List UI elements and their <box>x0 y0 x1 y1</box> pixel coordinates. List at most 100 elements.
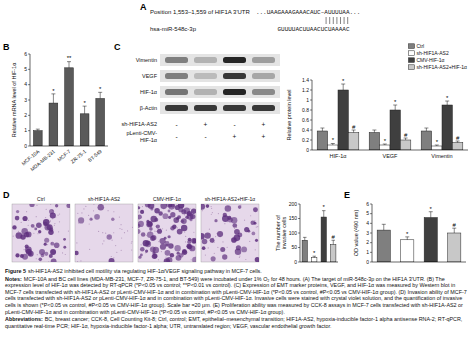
legend-label: sh-HIF1A-AS2 <box>416 50 448 56</box>
micrograph <box>138 204 196 262</box>
pore <box>202 210 203 211</box>
pore <box>215 236 216 237</box>
pore <box>218 213 219 214</box>
panel-letter: E <box>344 190 350 200</box>
pairing-line <box>326 17 327 24</box>
pore <box>250 215 251 216</box>
cell <box>211 256 216 261</box>
cell <box>44 243 47 246</box>
error-bar <box>429 212 433 218</box>
cell <box>210 238 215 243</box>
pore <box>209 229 210 230</box>
cell <box>255 239 258 242</box>
y-axis <box>300 204 301 262</box>
significance-mark: * <box>436 139 439 145</box>
pore <box>141 244 142 245</box>
y-tick-label: 50 <box>291 244 297 250</box>
chart-d: 050100150200**#The number ofinvasive cel… <box>275 201 338 265</box>
micrograph-content <box>138 204 196 262</box>
label-line: HIF-1α <box>140 137 158 143</box>
y-tick-label: 0.2 <box>302 137 309 143</box>
marks <box>377 212 461 262</box>
pore <box>83 208 84 209</box>
cell <box>255 257 259 262</box>
cell <box>252 232 256 236</box>
cell <box>12 225 16 229</box>
cell <box>145 241 151 247</box>
legend-swatch <box>408 65 414 70</box>
micrograph <box>201 204 259 262</box>
cell <box>204 232 210 238</box>
blot-band <box>223 105 246 111</box>
cell <box>156 224 160 228</box>
condition-sign: - <box>175 121 177 128</box>
panel-letter: A <box>140 2 147 12</box>
pore <box>85 206 86 207</box>
pore <box>162 228 163 229</box>
y-tick-label: 0.6 <box>302 117 309 123</box>
pore <box>80 260 81 261</box>
cell <box>223 213 227 217</box>
y-tick-label: 100 <box>289 230 298 236</box>
bar <box>312 258 317 262</box>
pore <box>244 220 245 221</box>
pore <box>254 220 255 221</box>
bar <box>321 217 326 262</box>
cell <box>22 216 27 221</box>
pore <box>127 230 128 231</box>
pore <box>37 254 38 255</box>
cell <box>54 242 60 248</box>
cell <box>168 204 175 210</box>
pore <box>227 247 228 248</box>
bar <box>421 131 431 150</box>
pairing-line <box>329 17 330 24</box>
cell <box>238 205 242 209</box>
pore <box>113 211 114 212</box>
pore <box>115 245 116 246</box>
pore <box>47 244 48 245</box>
blot-band <box>223 73 246 79</box>
cell <box>141 232 146 237</box>
pore <box>211 208 212 209</box>
pore <box>166 230 167 231</box>
legend: Ctrlsh-HIF1A-AS2CMV-HIF-1αsh-HIF1A-AS2+H… <box>408 43 467 70</box>
pore <box>105 233 106 234</box>
image-title: sh-HIF1A-AS2+HIF-1α <box>205 196 256 202</box>
pore <box>102 232 103 233</box>
legend-swatch <box>408 51 414 56</box>
x-tick-label: BT-549 <box>87 148 103 163</box>
cell <box>44 238 49 243</box>
cell <box>89 218 92 221</box>
pore <box>121 237 122 238</box>
pore <box>119 216 120 217</box>
caption: Figure 5sh-HIF1A-AS2 inhibited cell moti… <box>5 268 469 330</box>
cell <box>237 232 242 237</box>
pairing-line <box>344 17 345 24</box>
pore <box>111 240 112 241</box>
significance-mark: * <box>394 99 397 105</box>
pore <box>158 241 159 242</box>
cell <box>181 225 187 231</box>
cell <box>202 246 206 250</box>
legend-swatch <box>408 58 414 63</box>
figure: APosition 1,553–1,559 of HIF1A 3'UTR...U… <box>0 0 474 268</box>
pore <box>191 259 192 260</box>
pore <box>131 249 132 250</box>
cell <box>165 250 171 256</box>
cell <box>206 204 210 208</box>
cell <box>152 254 157 259</box>
caption-paragraph: Abbreviations:BC, breast cancer; CCK-8, … <box>5 316 469 329</box>
mirna-label: hsa-miR-548c-3p <box>150 26 197 32</box>
cell <box>217 231 223 237</box>
micrograph <box>75 204 133 262</box>
micrograph-content <box>12 204 70 262</box>
legend-label: Ctrl <box>416 43 424 49</box>
pore <box>36 205 37 206</box>
error-bar <box>51 94 55 103</box>
pore <box>205 254 206 255</box>
x-tick-label: HIF-1α <box>330 153 348 159</box>
y-axis-title: OD value (490 nm) <box>353 210 359 257</box>
pore <box>93 210 94 211</box>
cell <box>63 238 66 241</box>
pore <box>193 232 194 233</box>
